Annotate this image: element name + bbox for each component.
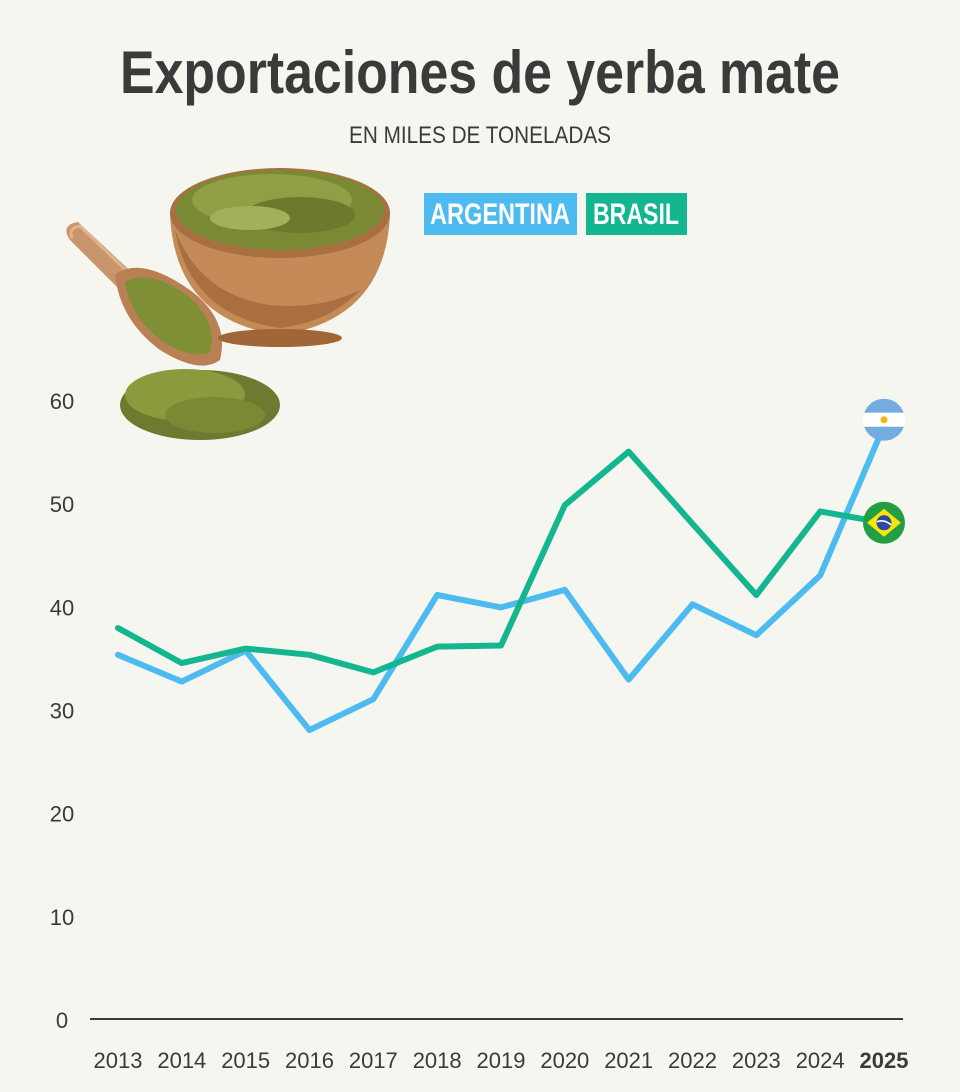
legend-swatch-argentina xyxy=(424,193,577,235)
x-tick-label: 2017 xyxy=(349,1048,398,1073)
x-tick-label: 2024 xyxy=(796,1048,845,1073)
series-line-brasil xyxy=(115,448,887,676)
x-tick-label: 2018 xyxy=(413,1048,462,1073)
x-axis: 2013 2014 2015 2016 2017 2018 2019 2020 2021 2022… xyxy=(94,1048,909,1073)
x-tick-label: 2021 xyxy=(604,1048,653,1073)
brazil-flag-icon xyxy=(863,501,905,544)
x-tick-label: 2020 xyxy=(540,1048,589,1073)
legend-label-argentina: ARGENTINA xyxy=(430,198,570,231)
legend-label-brasil: BRASIL xyxy=(593,198,679,231)
y-tick-label: 40 xyxy=(50,595,74,620)
chart-title: Exportaciones de yerba mate xyxy=(120,39,840,106)
x-tick-label: 2014 xyxy=(157,1048,206,1073)
y-tick-label: 30 xyxy=(50,699,74,724)
legend-swatch-brasil xyxy=(586,193,687,235)
series-layer xyxy=(115,422,887,734)
end-markers xyxy=(863,398,905,544)
y-tick-label: 20 xyxy=(50,802,74,827)
legend: ARGENTINA BRASIL xyxy=(424,193,687,235)
x-tick-label: 2016 xyxy=(285,1048,334,1073)
x-tick-label: 2022 xyxy=(668,1048,717,1073)
y-axis: 0 10 20 30 40 50 60 xyxy=(50,389,74,1033)
x-tick-label: 2015 xyxy=(221,1048,270,1073)
y-tick-label: 10 xyxy=(50,905,74,930)
y-tick-label: 0 xyxy=(56,1008,68,1033)
chart-subtitle: EN MILES DE TONELADAS xyxy=(349,122,611,149)
x-tick-label: 2013 xyxy=(94,1048,143,1073)
x-tick-label: 2023 xyxy=(732,1048,781,1073)
y-tick-label: 50 xyxy=(50,492,74,517)
yerba-mate-bowl-and-scoop-image xyxy=(66,168,390,440)
argentina-flag-icon xyxy=(863,398,905,441)
y-tick-label: 60 xyxy=(50,389,74,414)
x-tick-label: 2019 xyxy=(477,1048,526,1073)
x-tick-label: 2025 xyxy=(860,1048,909,1073)
